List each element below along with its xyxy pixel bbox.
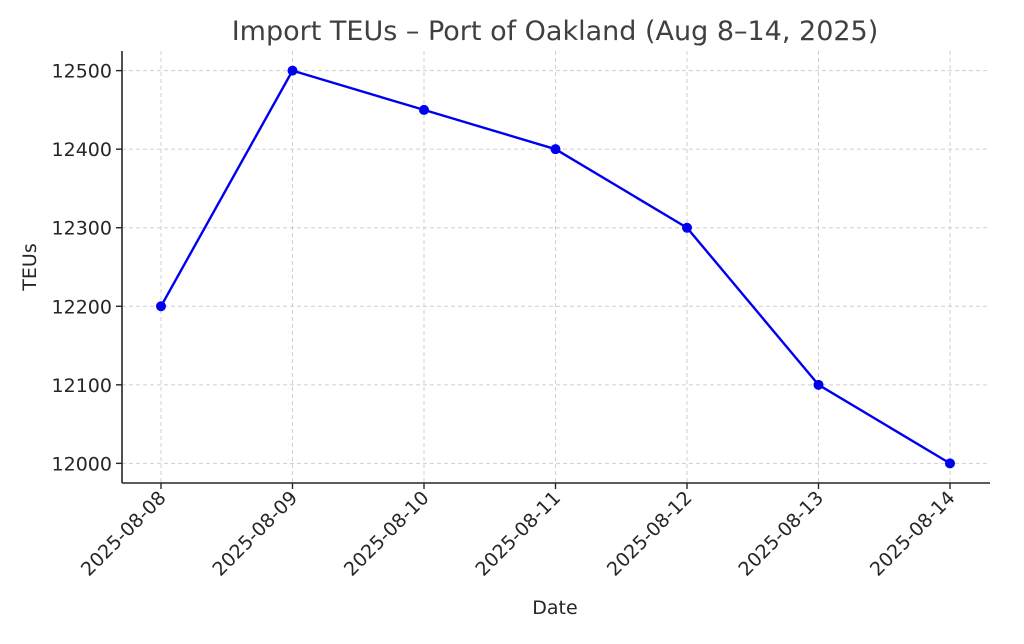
x-tick-label: 2025-08-11 [471,487,565,581]
x-axis-label: Date [532,597,577,619]
data-point [550,144,561,155]
chart-title: Import TEUs – Port of Oakland (Aug 8–14,… [232,16,879,47]
y-tick-label: 12300 [52,218,112,240]
y-tick-label: 12500 [52,61,112,83]
x-tick-label: 2025-08-14 [866,487,960,581]
x-tick-label: 2025-08-08 [77,487,171,581]
y-tick-label: 12100 [52,375,112,397]
data-point [287,65,298,76]
data-point [813,379,824,390]
y-tick-label: 12200 [52,296,112,318]
data-point [945,458,955,469]
x-tick-label: 2025-08-13 [734,487,828,581]
x-tick-label: 2025-08-10 [340,487,434,581]
data-point [156,301,166,312]
y-tick-label: 12000 [52,453,112,475]
x-tick-label: 2025-08-12 [603,487,697,581]
series-layer [156,65,955,469]
x-tick-label: 2025-08-09 [208,487,302,581]
data-point [682,222,692,233]
axes-layer: 12000 12100 12200 12300 12400 12500 2025-08-08… [52,51,990,581]
y-tick-label: 12400 [52,139,112,161]
data-point [419,104,429,115]
y-axis-label: TEUs [19,243,41,291]
grid-layer [122,51,990,483]
